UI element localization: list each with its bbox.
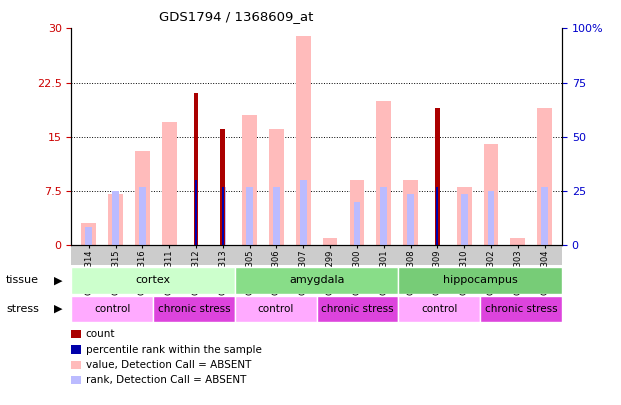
Bar <box>139 187 146 245</box>
Bar <box>353 202 360 245</box>
Bar <box>317 296 399 322</box>
Text: hippocampus: hippocampus <box>443 275 518 286</box>
Bar <box>71 267 235 294</box>
Bar <box>376 100 391 245</box>
Bar <box>435 108 440 245</box>
Text: amygdala: amygdala <box>289 275 345 286</box>
Bar <box>537 108 552 245</box>
Bar <box>381 187 387 245</box>
Bar <box>480 296 562 322</box>
Bar <box>135 151 150 245</box>
Text: count: count <box>86 329 116 339</box>
Bar <box>153 296 235 322</box>
Text: GDS1794 / 1368609_at: GDS1794 / 1368609_at <box>159 10 313 23</box>
Bar <box>162 122 176 245</box>
Text: control: control <box>421 304 458 314</box>
Bar <box>300 180 307 245</box>
Bar <box>273 187 280 245</box>
Text: rank, Detection Call = ABSENT: rank, Detection Call = ABSENT <box>86 375 246 385</box>
Text: chronic stress: chronic stress <box>485 304 558 314</box>
Text: percentile rank within the sample: percentile rank within the sample <box>86 345 261 354</box>
Bar <box>108 194 123 245</box>
Text: tissue: tissue <box>6 275 39 286</box>
Text: chronic stress: chronic stress <box>158 304 230 314</box>
Bar <box>247 187 253 245</box>
Bar <box>437 187 438 245</box>
Bar <box>407 194 414 245</box>
Bar <box>235 296 317 322</box>
Bar <box>542 187 548 245</box>
Bar <box>242 115 257 245</box>
Text: control: control <box>258 304 294 314</box>
Bar <box>296 36 310 245</box>
Bar <box>323 238 337 245</box>
Bar <box>86 227 92 245</box>
Bar <box>235 267 399 294</box>
Bar <box>403 180 418 245</box>
Bar <box>222 187 224 245</box>
Bar <box>194 93 199 245</box>
Bar <box>399 267 562 294</box>
Bar <box>461 194 468 245</box>
Bar <box>399 296 480 322</box>
Text: ▶: ▶ <box>53 304 62 314</box>
Text: control: control <box>94 304 130 314</box>
Bar <box>195 180 197 245</box>
Bar <box>457 187 471 245</box>
Text: ▶: ▶ <box>53 275 62 286</box>
Bar <box>112 191 119 245</box>
Bar <box>81 224 96 245</box>
Bar <box>350 180 365 245</box>
Bar <box>487 191 494 245</box>
Text: chronic stress: chronic stress <box>321 304 394 314</box>
Text: cortex: cortex <box>135 275 171 286</box>
Bar <box>71 296 153 322</box>
Bar <box>220 130 225 245</box>
Text: stress: stress <box>6 304 39 314</box>
Text: value, Detection Call = ABSENT: value, Detection Call = ABSENT <box>86 360 251 370</box>
Bar <box>220 187 226 245</box>
Bar <box>484 144 498 245</box>
Bar <box>510 238 525 245</box>
Bar <box>269 130 284 245</box>
